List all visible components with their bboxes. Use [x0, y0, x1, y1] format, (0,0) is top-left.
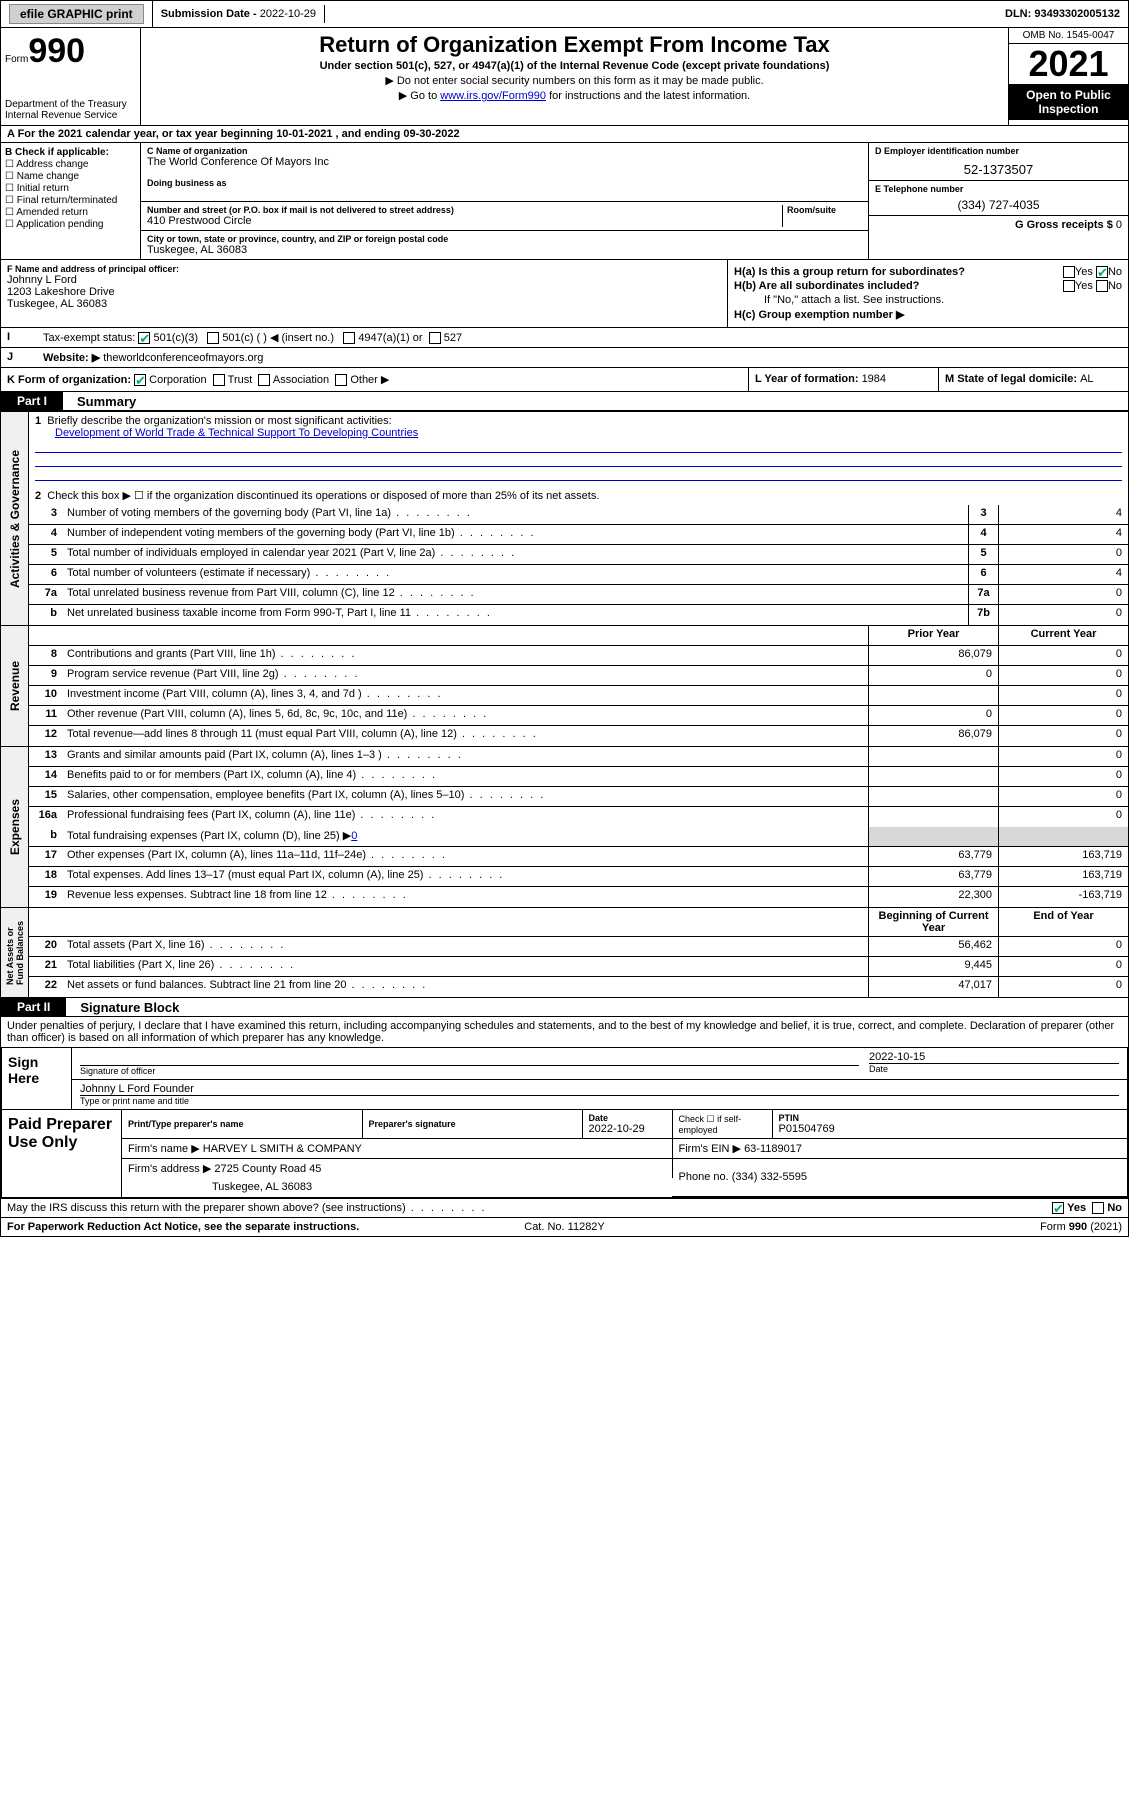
subtitle-3: ▶ Go to www.irs.gov/Form990 for instruct… — [151, 89, 998, 102]
paid-preparer-block: Paid Preparer Use Only Print/Type prepar… — [1, 1110, 1128, 1198]
line-2: 2 Check this box ▶ ☐ if the organization… — [29, 486, 1128, 505]
cb-assoc[interactable] — [258, 374, 270, 386]
year-box: OMB No. 1545-0047 2021 Open to PublicIns… — [1008, 28, 1128, 125]
vlabel-expenses: Expenses — [1, 747, 29, 907]
open-to-public: Open to PublicInspection — [1009, 84, 1128, 120]
part-i-header: Part I Summary — [1, 392, 1128, 410]
form-title: Return of Organization Exempt From Incom… — [151, 32, 998, 58]
mission-link[interactable]: Development of World Trade & Technical S… — [55, 427, 418, 439]
top-toolbar: efile GRAPHIC print Submission Date - 20… — [0, 0, 1129, 28]
subtitle-2: ▶ Do not enter social security numbers o… — [151, 74, 998, 87]
row-j-website: Website: ▶ theworldconferenceofmayors.or… — [37, 348, 1128, 367]
box-c: C Name of organization The World Confere… — [141, 143, 868, 259]
cb-hb-yes[interactable] — [1063, 280, 1075, 292]
cb-irs-no[interactable] — [1092, 1202, 1104, 1214]
tax-year: 2021 — [1009, 44, 1128, 84]
org-city: Tuskegee, AL 36083 — [147, 244, 862, 256]
cb-amended[interactable]: ☐ Amended return — [5, 207, 136, 218]
part-ii-header: Part II Signature Block — [1, 998, 1128, 1016]
submission-date: Submission Date - 2022-10-29 — [153, 5, 325, 23]
page-footer: For Paperwork Reduction Act Notice, see … — [1, 1217, 1128, 1236]
vlabel-revenue: Revenue — [1, 626, 29, 746]
sign-here-block: Sign Here Signature of officer2022-10-15… — [1, 1048, 1128, 1110]
cb-501c3[interactable] — [138, 332, 150, 344]
box-b: B Check if applicable: ☐ Address change … — [1, 143, 141, 259]
cb-ha-yes[interactable] — [1063, 266, 1075, 278]
gross-receipts: 0 — [1116, 219, 1122, 231]
cb-trust[interactable] — [213, 374, 225, 386]
subtitle-1: Under section 501(c), 527, or 4947(a)(1)… — [151, 60, 998, 72]
cb-501c[interactable] — [207, 332, 219, 344]
row-a-tax-year: A For the 2021 calendar year, or tax yea… — [1, 126, 1128, 143]
form-id-box: Form990 Department of the Treasury Inter… — [1, 28, 141, 125]
cb-application-pending[interactable]: ☐ Application pending — [5, 219, 136, 230]
form-990: Form990 Department of the Treasury Inter… — [0, 28, 1129, 1237]
cb-irs-yes[interactable] — [1052, 1202, 1064, 1214]
dept-treasury: Department of the Treasury — [5, 99, 136, 110]
vlabel-activities: Activities & Governance — [1, 412, 29, 625]
org-name: The World Conference Of Mayors Inc — [147, 156, 862, 168]
perjury-text: Under penalties of perjury, I declare th… — [1, 1017, 1128, 1048]
cb-ha-no[interactable] — [1096, 266, 1108, 278]
box-h: H(a) Is this a group return for subordin… — [728, 260, 1128, 327]
efile-print-button[interactable]: efile GRAPHIC print — [9, 4, 144, 24]
box-d-e-g: D Employer identification number 52-1373… — [868, 143, 1128, 259]
line-16b: Total fundraising expenses (Part IX, col… — [63, 827, 868, 846]
row-m-state: M State of legal domicile: AL — [938, 368, 1128, 391]
cb-other[interactable] — [335, 374, 347, 386]
row-l-year: L Year of formation: 1984 — [748, 368, 938, 391]
row-i-tax-status: Tax-exempt status: 501(c)(3) 501(c) ( ) … — [37, 328, 1128, 347]
cb-corp[interactable] — [134, 374, 146, 386]
dln: DLN: 93493302005132 — [997, 5, 1128, 23]
cb-4947[interactable] — [343, 332, 355, 344]
omb-number: OMB No. 1545-0047 — [1009, 28, 1128, 44]
cb-527[interactable] — [429, 332, 441, 344]
cb-initial-return[interactable]: ☐ Initial return — [5, 183, 136, 194]
irs-label: Internal Revenue Service — [5, 110, 136, 121]
row-k-form-org: K Form of organization: Corporation Trus… — [1, 368, 748, 391]
may-irs-discuss: May the IRS discuss this return with the… — [1, 1198, 1128, 1217]
vlabel-netassets: Net Assets orFund Balances — [1, 908, 29, 997]
box-f: F Name and address of principal officer:… — [1, 260, 728, 327]
cb-name-change[interactable]: ☐ Name change — [5, 171, 136, 182]
org-address: 410 Prestwood Circle — [147, 215, 782, 227]
cb-final-return[interactable]: ☐ Final return/terminated — [5, 195, 136, 206]
cb-hb-no[interactable] — [1096, 280, 1108, 292]
line-1: 1 Briefly describe the organization's mi… — [29, 412, 1128, 486]
cb-address-change[interactable]: ☐ Address change — [5, 159, 136, 170]
phone: (334) 727-4035 — [875, 198, 1122, 212]
ein: 52-1373507 — [875, 162, 1122, 177]
irs-link[interactable]: www.irs.gov/Form990 — [440, 90, 546, 102]
form-title-box: Return of Organization Exempt From Incom… — [141, 28, 1008, 125]
